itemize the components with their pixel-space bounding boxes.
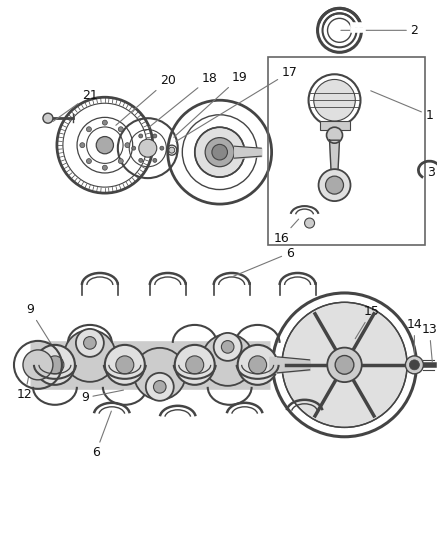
Text: 13: 13 [421, 324, 437, 361]
Circle shape [169, 147, 175, 153]
Circle shape [410, 360, 420, 370]
Text: 12: 12 [17, 371, 33, 401]
Circle shape [202, 334, 254, 386]
Circle shape [96, 136, 113, 154]
Circle shape [325, 176, 343, 194]
Circle shape [105, 345, 145, 385]
Circle shape [46, 356, 64, 374]
Circle shape [23, 350, 53, 380]
Text: 17: 17 [176, 66, 297, 141]
Text: 16: 16 [274, 219, 299, 245]
Circle shape [134, 348, 186, 400]
Circle shape [86, 127, 92, 132]
Text: 18: 18 [149, 72, 218, 127]
Circle shape [80, 143, 85, 148]
Text: 6: 6 [92, 411, 111, 459]
Text: 19: 19 [174, 71, 247, 137]
Circle shape [282, 302, 407, 427]
Circle shape [212, 144, 227, 160]
Text: 6: 6 [233, 247, 293, 277]
Circle shape [153, 381, 166, 393]
Circle shape [132, 146, 136, 150]
Circle shape [86, 159, 92, 164]
Circle shape [102, 165, 107, 170]
Text: 9: 9 [81, 390, 124, 405]
Circle shape [195, 127, 244, 177]
Text: 21: 21 [53, 88, 98, 122]
Circle shape [64, 330, 116, 382]
Circle shape [221, 341, 234, 353]
Bar [268, 57, 425, 245]
Circle shape [175, 345, 215, 385]
Circle shape [335, 356, 354, 374]
Circle shape [139, 134, 143, 138]
Text: 3: 3 [427, 166, 435, 179]
Text: 14: 14 [406, 318, 422, 357]
Circle shape [304, 218, 314, 228]
Text: 20: 20 [116, 74, 176, 125]
Circle shape [318, 169, 350, 201]
Polygon shape [329, 140, 339, 180]
Text: 1: 1 [371, 91, 433, 122]
Circle shape [160, 146, 164, 150]
Circle shape [327, 348, 362, 382]
Circle shape [102, 120, 107, 125]
Circle shape [406, 356, 424, 374]
Circle shape [314, 79, 355, 121]
Circle shape [118, 159, 123, 164]
Circle shape [76, 329, 104, 357]
Circle shape [205, 138, 234, 167]
Circle shape [146, 373, 174, 401]
Bar [320, 121, 350, 130]
Circle shape [153, 158, 157, 163]
Text: 15: 15 [355, 305, 379, 338]
Circle shape [43, 113, 53, 123]
Circle shape [125, 143, 130, 148]
Circle shape [35, 345, 75, 385]
Circle shape [153, 134, 157, 138]
Circle shape [238, 345, 278, 385]
Text: 9: 9 [26, 303, 54, 349]
Circle shape [116, 356, 134, 374]
Circle shape [214, 333, 242, 361]
Circle shape [139, 158, 143, 163]
Circle shape [139, 139, 157, 157]
Circle shape [327, 127, 343, 143]
Text: 2: 2 [341, 24, 418, 37]
Circle shape [84, 337, 96, 349]
Circle shape [249, 356, 267, 374]
Circle shape [186, 356, 204, 374]
Circle shape [118, 127, 123, 132]
